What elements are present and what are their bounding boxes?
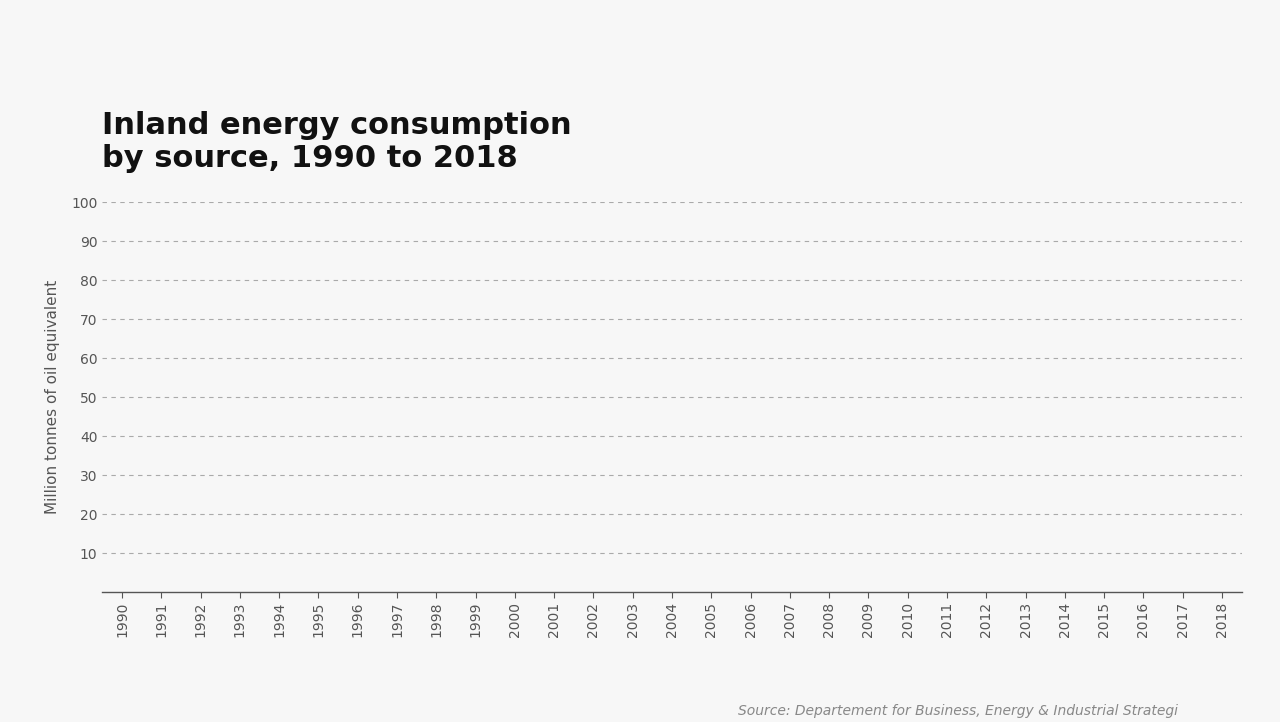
Text: Inland energy consumption
by source, 1990 to 2018: Inland energy consumption by source, 199… <box>102 111 572 173</box>
Y-axis label: Million tonnes of oil equivalent: Million tonnes of oil equivalent <box>45 280 60 514</box>
Text: Source: Departement for Business, Energy & Industrial Strategi: Source: Departement for Business, Energy… <box>737 704 1178 718</box>
